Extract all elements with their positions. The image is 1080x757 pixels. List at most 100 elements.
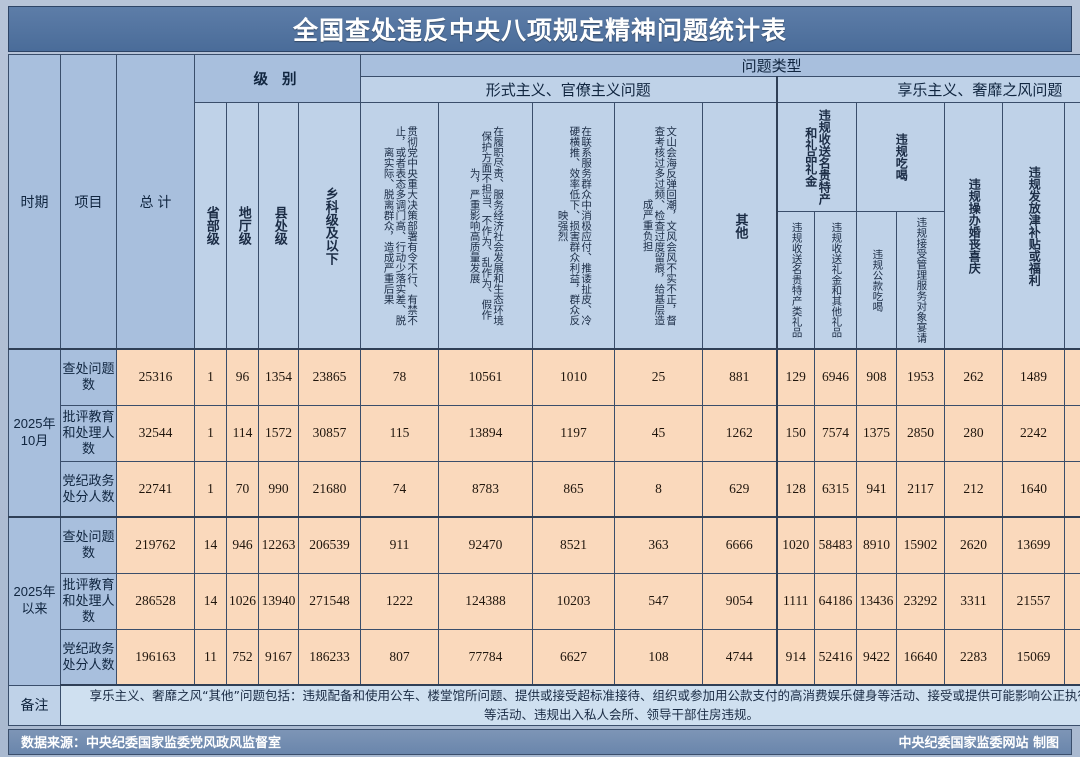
header-dining-public: 违规公款吃喝	[856, 211, 898, 350]
cell: 13940	[258, 572, 299, 630]
cell: 206539	[297, 516, 362, 574]
cell: 807	[360, 628, 440, 686]
cell: 941	[856, 460, 898, 518]
cell: 9167	[258, 628, 299, 686]
cell: 4744	[702, 628, 778, 686]
cell: 23292	[896, 572, 946, 630]
header-total: 总 计	[116, 54, 195, 350]
cell: 21557	[1002, 572, 1066, 630]
source-bar: 数据来源：中央纪委国家监委党风政风监督室 中央纪委国家监委网站 制图	[8, 728, 1072, 755]
cell: 881	[702, 348, 778, 406]
cell: 1953	[896, 348, 946, 406]
cell: 376	[1064, 460, 1080, 518]
cell: 58483	[814, 516, 858, 574]
cell: 14	[194, 572, 227, 630]
row-label: 批评教育和处理人数	[60, 404, 117, 462]
table-row: 党纪政务处分人数 196163 11 752 9167 186233 807 7…	[9, 628, 1080, 686]
header-period: 时期	[8, 54, 61, 350]
header-formalism-col-4: 文山会海反弹回潮，文风会风不实不正，督查考核过多过频、检查过度留痕，给基层造成严…	[614, 102, 704, 350]
header-hedonism-allowance: 违规发放津补贴或福利	[1002, 102, 1066, 350]
cell: 114	[226, 404, 259, 462]
table-title-bar: 全国查处违反中央八项规定精神问题统计表	[8, 6, 1072, 52]
header-gift-cash: 违规收送礼金和其他礼品	[814, 211, 858, 350]
header-level-di-ting: 地厅级	[226, 102, 259, 350]
cell: 74	[360, 460, 440, 518]
cell: 1375	[856, 404, 898, 462]
cell: 124388	[438, 572, 534, 630]
cell: 96	[226, 348, 259, 406]
cell: 1222	[360, 572, 440, 630]
cell: 10561	[438, 348, 534, 406]
cell: 108	[614, 628, 704, 686]
cell: 70	[226, 460, 259, 518]
cell: 22741	[116, 460, 195, 518]
cell: 14	[194, 516, 227, 574]
cell: 13699	[1002, 516, 1066, 574]
cell: 2620	[944, 516, 1004, 574]
cell: 9422	[856, 628, 898, 686]
table-body: 2025年10月 查处问题数 25316 1 96 1354 23865 78 …	[8, 348, 1080, 726]
cell: 2850	[896, 404, 946, 462]
cell: 1572	[258, 404, 299, 462]
cell: 6627	[532, 628, 616, 686]
statistics-table: 时期 项目 总 计 级 别 问题类型 形式主义、官僚主义问题	[8, 54, 1080, 726]
cell: 1	[194, 460, 227, 518]
header-formalism-group: 形式主义、官僚主义问题	[360, 76, 778, 103]
cell: 115	[360, 404, 440, 462]
cell: 629	[702, 460, 778, 518]
cell: 547	[614, 572, 704, 630]
cell: 9054	[702, 572, 778, 630]
cell: 1262	[702, 404, 778, 462]
cell: 77784	[438, 628, 534, 686]
header-level-xian-chu: 县处级	[258, 102, 299, 350]
cell: 13436	[856, 572, 898, 630]
cell: 15902	[896, 516, 946, 574]
header-formalism-col-2: 在履职尽责、服务经济社会发展和生态环境保护方面不担当、不作为、乱作为、假作为，严…	[438, 102, 534, 350]
cell: 64186	[814, 572, 858, 630]
cell: 10203	[532, 572, 616, 630]
cell: 8783	[438, 460, 534, 518]
cell: 752	[226, 628, 259, 686]
header-problem-type-group: 问题类型	[360, 54, 1080, 77]
header-dining-banquet: 违规接受管理服务对象宴请	[896, 211, 946, 350]
cell: 25	[614, 348, 704, 406]
row-label: 党纪政务处分人数	[60, 460, 117, 518]
cell: 128	[775, 460, 816, 518]
cell: 2117	[896, 460, 946, 518]
period-cell-1: 2025年10月	[8, 348, 61, 518]
page-title: 全国查处违反中央八项规定精神问题统计表	[292, 16, 787, 45]
cell: 129	[775, 348, 816, 406]
cell: 280	[944, 404, 1004, 462]
header-formalism-col-1: 贯彻党中央重大决策部署有令不行、有禁不止，或者表态多调门高、行动少落实差、脱离实…	[360, 102, 440, 350]
row-label: 查处问题数	[60, 348, 117, 406]
source-left: 数据来源：中央纪委国家监委党风政风监督室	[21, 736, 282, 752]
cell: 286528	[116, 572, 195, 630]
cell: 262	[944, 348, 1004, 406]
period-cell-2: 2025年以来	[8, 516, 61, 686]
cell: 32544	[116, 404, 195, 462]
cell: 45	[614, 404, 704, 462]
table-row: 批评教育和处理人数 32544 1 114 1572 30857 115 138…	[9, 404, 1080, 462]
cell: 52416	[814, 628, 858, 686]
header-level-group: 级 别	[193, 54, 362, 103]
cell: 1026	[226, 572, 259, 630]
cell: 1640	[1002, 460, 1066, 518]
table-row: 批评教育和处理人数 286528 14 1026 13940 271548 12…	[9, 572, 1080, 630]
cell: 219762	[116, 516, 195, 574]
cell: 8910	[856, 516, 898, 574]
cell: 908	[856, 348, 898, 406]
cell: 914	[775, 628, 816, 686]
cell: 212	[944, 460, 1004, 518]
cell: 11	[194, 628, 227, 686]
cell: 363	[614, 516, 704, 574]
note-label: 备注	[8, 684, 61, 726]
cell: 1	[194, 404, 227, 462]
cell: 15069	[1002, 628, 1066, 686]
cell: 150	[775, 404, 816, 462]
source-right: 中央纪委国家监委网站 制图	[898, 736, 1059, 752]
cell: 186233	[297, 628, 362, 686]
note-row: 备注 享乐主义、奢靡之风“其他”问题包括：违规配备和使用公车、楼堂馆所问题、提供…	[8, 684, 1080, 726]
header-level-sheng-bu: 省部级	[194, 102, 227, 350]
cell: 865	[532, 460, 616, 518]
